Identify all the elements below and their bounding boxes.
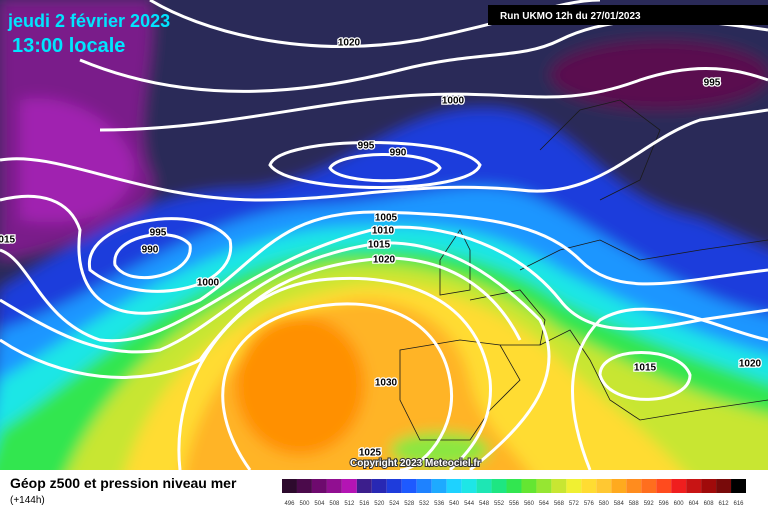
scale-swatch (282, 479, 297, 493)
scale-label: 588 (629, 501, 640, 507)
scale-swatch (491, 479, 507, 493)
scale-label: 556 (509, 501, 520, 507)
isobar-label: 1010 (372, 226, 395, 237)
isobar-label: 1000 (442, 96, 465, 107)
scale-label: 548 (479, 501, 490, 507)
scale-swatch (716, 479, 732, 493)
forecast-lead: (+144h) (10, 495, 45, 506)
scale-label: 592 (644, 501, 655, 507)
scale-label: 580 (599, 501, 610, 507)
scale-label: 596 (659, 501, 670, 507)
footer-title: Géop z500 et pression niveau mer (10, 475, 237, 491)
isobar-label: 1015 (0, 235, 16, 246)
scale-swatch (311, 479, 327, 493)
run-box (488, 5, 768, 25)
scale-label: 524 (389, 501, 400, 507)
scale-swatch (401, 479, 417, 493)
color-scale: 496 500 504 508 512 516 520 524 528 532 536 540 544 5… (282, 479, 746, 507)
date: jeudi 2 février 2023 (7, 11, 170, 31)
scale-swatch (536, 479, 552, 493)
scale-swatch (476, 479, 492, 493)
scale-label: 532 (419, 501, 430, 507)
scale-swatch (671, 479, 687, 493)
scale-label: 560 (524, 501, 535, 507)
isobar-label: 1025 (359, 448, 382, 459)
scale-swatch (341, 479, 357, 493)
isobar-label: 995 (704, 78, 721, 89)
scale-label: 616 (734, 501, 745, 507)
scale-swatch (356, 479, 372, 493)
scale-swatch (326, 479, 342, 493)
scale-swatch (416, 479, 432, 493)
scale-swatch (431, 479, 447, 493)
scale-swatch (296, 479, 312, 493)
scale-label: 504 (314, 501, 325, 507)
scale-swatch (461, 479, 477, 493)
scale-swatch (611, 479, 627, 493)
scale-label: 604 (689, 501, 700, 507)
scale-swatch (581, 479, 597, 493)
scale-swatch (596, 479, 612, 493)
scale-label: 564 (539, 501, 550, 507)
scale-label: 584 (614, 501, 625, 507)
isobar-label: 1000 (197, 278, 220, 289)
scale-label: 568 (554, 501, 565, 507)
isobar-label: 1005 (375, 213, 398, 224)
scale-label: 512 (344, 501, 355, 507)
scale-swatch (701, 479, 717, 493)
scale-label: 536 (434, 501, 445, 507)
scale-label: 516 (359, 501, 370, 507)
scale-swatch (506, 479, 522, 493)
isobar-label: 1015 (634, 363, 657, 374)
scale-label: 496 (284, 501, 295, 507)
local-time: 13:00 locale (12, 35, 125, 57)
scale-label: 508 (329, 501, 340, 507)
scale-swatch (641, 479, 657, 493)
scale-label: 576 (584, 501, 595, 507)
scale-swatch (731, 479, 746, 493)
scale-swatch (656, 479, 672, 493)
scale-swatch (371, 479, 387, 493)
scale-label: 608 (704, 501, 715, 507)
isobar-label: 1020 (338, 38, 361, 49)
isobar-label: 995 (358, 141, 375, 152)
scale-label: 600 (674, 501, 685, 507)
isobar-label: 1015 (368, 240, 391, 251)
scale-label: 612 (719, 501, 730, 507)
scale-swatch (551, 479, 567, 493)
scale-swatch (626, 479, 642, 493)
isobar-label: 990 (390, 148, 407, 159)
scale-label: 544 (464, 501, 475, 507)
scale-swatch (521, 479, 537, 493)
scale-label: 540 (449, 501, 460, 507)
isobar-label: 1030 (375, 378, 398, 389)
scale-label: 572 (569, 501, 580, 507)
isobar-label: 1020 (373, 255, 396, 266)
run-label: Run UKMO 12h du 27/01/2023 (500, 11, 641, 22)
isobar-label: 1020 (739, 359, 762, 370)
isobar-label: 995 (150, 228, 167, 239)
scale-swatch (686, 479, 702, 493)
scale-label: 500 (299, 501, 310, 507)
scale-label: 528 (404, 501, 415, 507)
scale-label: 520 (374, 501, 385, 507)
scale-swatch (386, 479, 402, 493)
isobar-label: 990 (142, 245, 159, 256)
scale-swatch (446, 479, 462, 493)
scale-swatch (566, 479, 582, 493)
isobar-labels: 1020 1000 995 990 995 995 990 1005 1010 1015 1020 1… (0, 36, 763, 460)
copyright: Copyright 2023 Meteociel.fr (350, 458, 481, 469)
scale-label: 552 (494, 501, 505, 507)
